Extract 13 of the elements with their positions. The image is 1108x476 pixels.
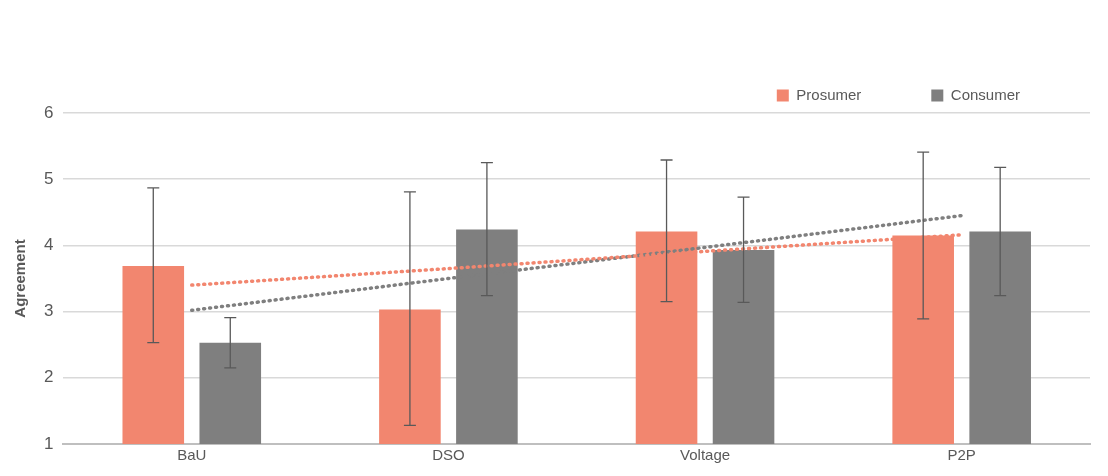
x-tick-label: DSO [432, 446, 465, 464]
y-tick-label: 3 [43, 301, 54, 321]
y-tick-label: 5 [43, 168, 54, 188]
y-tick-label: 6 [43, 102, 54, 122]
x-tick-label: P2P [947, 446, 976, 464]
y-tick-label: 4 [43, 235, 54, 255]
y-axis-title: Agreement [11, 239, 29, 318]
y-tick-label: 2 [43, 367, 54, 387]
x-tick-label: Voltage [680, 446, 731, 464]
legend-label: Prosumer [796, 85, 862, 103]
y-tick-label: 1 [43, 433, 54, 453]
legend-label: Consumer [950, 85, 1021, 103]
x-tick-label: BaU [177, 446, 207, 464]
